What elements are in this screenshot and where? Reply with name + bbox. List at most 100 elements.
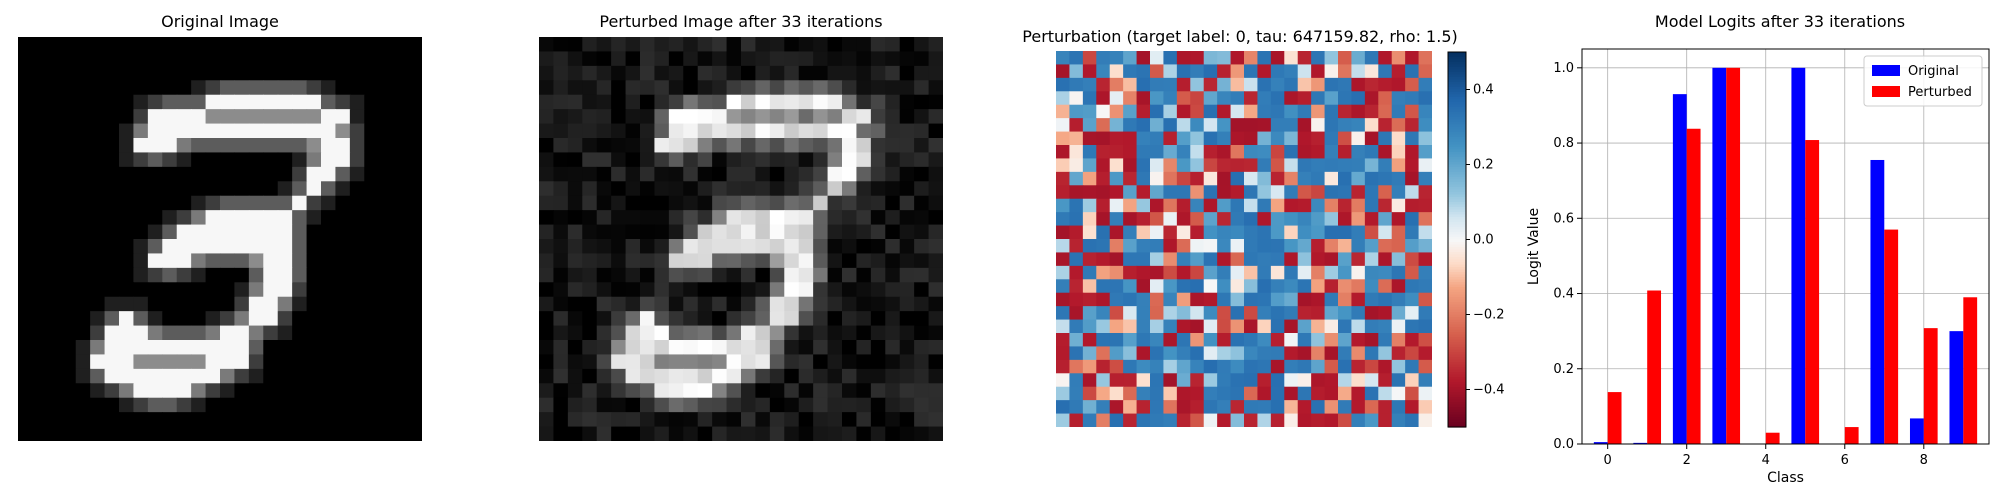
heatmap-cell [1069,118,1084,133]
pixel [769,412,785,428]
pixel [798,195,814,211]
pixel [755,340,771,356]
pixel [640,397,656,413]
pixel [856,368,872,384]
heatmap-cell [1311,212,1326,227]
pixel [683,340,699,356]
pixel [885,224,901,240]
heatmap-cell [1069,158,1084,173]
heatmap-cell [1244,131,1259,146]
pixel [625,166,641,182]
heatmap-cell [1297,145,1312,160]
pixel [827,80,843,96]
pixel [899,181,915,197]
heatmap-cell [1257,265,1272,280]
pixel [712,123,728,139]
heatmap-cell [1136,51,1151,66]
colorbar-segment [1448,382,1466,386]
heatmap-cell [1150,158,1165,173]
pixel [928,195,943,211]
pixel [393,138,409,154]
pixel [349,94,365,110]
pixel [899,354,915,370]
pixel [335,311,351,327]
pixel [784,412,800,428]
colorbar-segment [1448,222,1466,226]
pixel [277,109,293,125]
colorbar-segment [1448,54,1466,58]
heatmap-cell [1163,413,1178,427]
pixel [668,267,684,283]
colorbar-segment [1448,122,1466,126]
pixel [393,109,409,125]
heatmap-cell [1123,359,1138,374]
heatmap-cell [1284,292,1299,307]
pixel [104,325,120,341]
pixel [162,368,178,384]
pixel [625,37,641,53]
pixel [769,210,785,226]
original-image [18,37,422,441]
pixel [407,311,422,327]
heatmap-cell [1056,400,1071,415]
pixel [914,37,930,53]
pixel [755,239,771,255]
pixel [784,397,800,413]
heatmap-cell [1364,212,1379,227]
pixel [798,51,814,67]
pixel [292,368,308,384]
pixel [407,109,422,125]
pixel [885,311,901,327]
heatmap-cell [1257,373,1272,388]
pixel [813,152,829,168]
pixel [842,166,858,182]
heatmap-cell [1418,131,1432,146]
heatmap-cell [1297,413,1312,427]
heatmap-cell [1338,400,1353,415]
pixel [220,210,236,226]
pixel [205,138,221,154]
pixel [582,152,598,168]
pixel [712,138,728,154]
pixel [914,340,930,356]
heatmap-cell [1136,145,1151,160]
heatmap-cell [1405,239,1420,254]
pixel [104,94,120,110]
pixel [640,80,656,96]
pixel [798,224,814,240]
pixel [90,152,106,168]
pixel [885,296,901,312]
pixel [378,65,394,81]
heatmap-cell [1123,279,1138,294]
pixel [364,282,380,298]
pixel [712,311,728,327]
heatmap-cell [1230,198,1245,213]
heatmap-cell [1418,51,1432,66]
pixel [553,296,569,312]
colorbar-tick-label: 0.4 [1473,83,1494,98]
pixel [349,210,365,226]
pixel [870,296,886,312]
pixel [842,224,858,240]
colorbar-segment [1448,219,1466,223]
pixel [119,354,135,370]
pixel [321,80,337,96]
heatmap-cell [1364,64,1379,79]
pixel [712,210,728,226]
heatmap-cell [1203,413,1218,427]
pixel [292,181,308,197]
heatmap-cell [1150,145,1165,160]
pixel [596,325,612,341]
pixel [205,368,221,384]
pixel [928,296,943,312]
pixel [596,152,612,168]
pixel [133,253,149,269]
pixel [553,354,569,370]
pixel [827,253,843,269]
colorbar-segment [1448,394,1466,398]
pixel [596,340,612,356]
colorbar-canvas: 0.40.20.0−0.2−0.4 [1447,51,1505,428]
pixel [611,267,627,283]
heatmap-cell [1351,104,1366,119]
heatmap-cell [1096,185,1111,200]
